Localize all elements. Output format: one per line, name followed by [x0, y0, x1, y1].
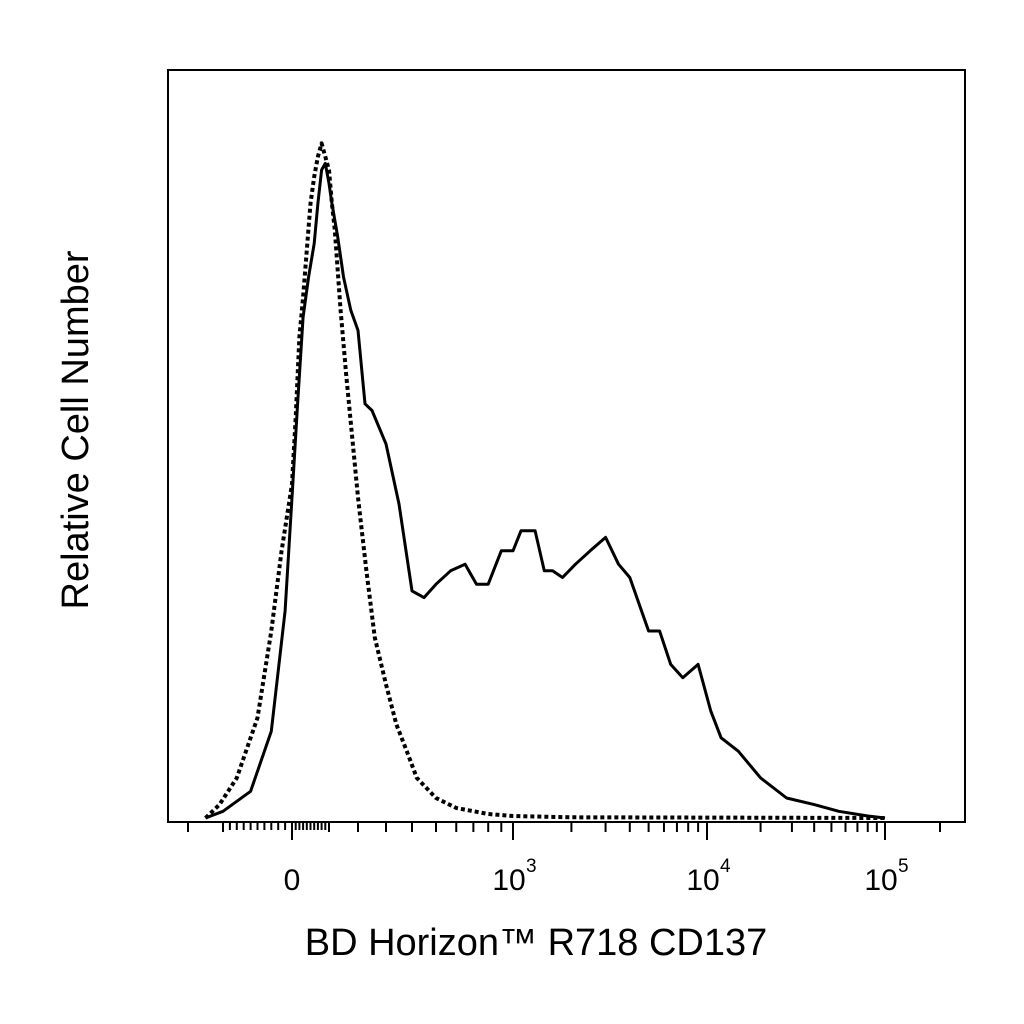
- x-axis-tick-labels: 0 10 3 10 4 10 5: [284, 856, 909, 897]
- x-tick-label: 10 3: [492, 856, 536, 897]
- x-tick-label-base: 10: [686, 864, 719, 897]
- x-tick-label: 10 5: [864, 856, 908, 897]
- x-tick-label-exponent: 4: [720, 856, 731, 877]
- series-layer: [204, 141, 886, 820]
- x-axis-title: BD Horizon™ R718 CD137: [305, 922, 768, 964]
- y-axis-title: Relative Cell Number: [55, 250, 97, 609]
- series-line-solid: [204, 161, 886, 820]
- x-tick-label: 0: [284, 864, 301, 897]
- x-tick-label-base: 10: [864, 864, 897, 897]
- plot-frame: [167, 69, 966, 823]
- x-tick-label-base: 0: [284, 864, 301, 897]
- x-tick-label: 10 4: [686, 856, 731, 897]
- series-line-dotted: [204, 141, 886, 820]
- x-axis-ticks: [187, 822, 941, 840]
- x-tick-label-exponent: 5: [898, 856, 909, 877]
- x-tick-label-base: 10: [492, 864, 525, 897]
- x-tick-label-exponent: 3: [526, 856, 537, 877]
